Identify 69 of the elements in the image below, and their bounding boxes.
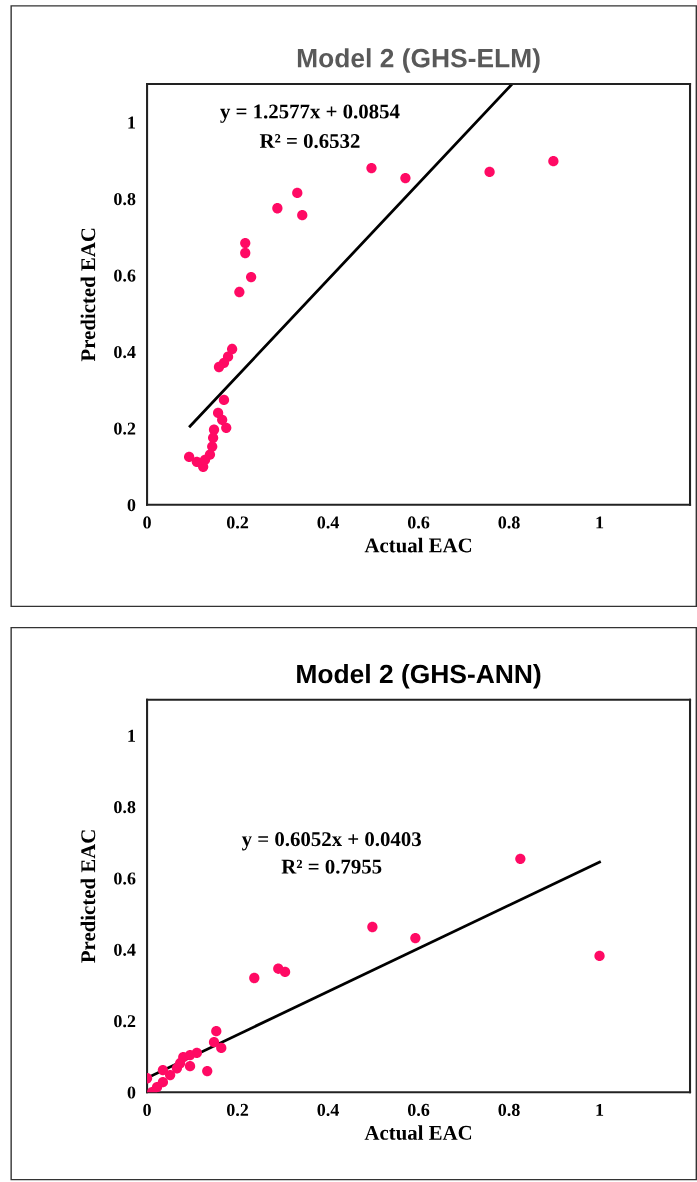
annotation: y = 1.2577x + 0.0854 <box>220 104 400 123</box>
point <box>164 1069 176 1081</box>
x-tick-label: 0.2 <box>226 1103 249 1117</box>
x-tick-label: 0.8 <box>498 516 520 529</box>
point <box>221 422 232 433</box>
y-tick-label: 0.4 <box>114 345 136 359</box>
y-tick-label: 0.2 <box>114 422 136 435</box>
point <box>202 1065 213 1077</box>
point <box>218 394 230 406</box>
chart-title: Model 2 (GHS-ELM) <box>297 48 540 73</box>
x-tick-label: 0.8 <box>498 1103 520 1117</box>
x-tick-label: 0 <box>143 1103 151 1116</box>
point <box>184 1060 196 1072</box>
point <box>207 441 218 452</box>
y-axis-title: Predicted EAC <box>80 228 96 362</box>
point <box>207 432 219 443</box>
point <box>240 247 251 259</box>
y-tick-label: 0.4 <box>114 943 136 956</box>
point <box>410 932 421 944</box>
x-tick-label: 1 <box>596 1103 604 1116</box>
x-tick-label: 0 <box>143 516 151 529</box>
point <box>400 172 411 184</box>
point <box>515 853 526 864</box>
annotation: R² = 0.7955 <box>281 859 382 874</box>
point <box>297 209 308 221</box>
point <box>245 271 257 283</box>
point <box>249 972 260 984</box>
x-axis-title: Actual EAC <box>364 1125 472 1140</box>
x-tick-label: 0.4 <box>317 516 339 529</box>
point <box>199 454 211 466</box>
x-tick-label: 1 <box>596 516 604 529</box>
point <box>208 1037 220 1048</box>
point <box>226 343 238 355</box>
point <box>213 361 225 373</box>
y-tick-label: 0 <box>127 498 136 512</box>
x-tick-label: 0.2 <box>226 516 249 529</box>
point <box>292 187 303 199</box>
point <box>272 203 283 214</box>
x-tick-label: 0.6 <box>407 516 430 529</box>
y-tick-label: 0.2 <box>114 1015 136 1028</box>
point <box>548 156 559 167</box>
point <box>174 1058 186 1069</box>
y-tick-label: 0.6 <box>114 872 136 885</box>
point <box>273 963 284 974</box>
point <box>217 414 228 425</box>
point <box>184 1049 196 1061</box>
y-tick-label: 0.8 <box>114 192 136 206</box>
x-tick-label: 0.6 <box>407 1103 430 1117</box>
x-axis-title: Actual EAC <box>364 537 472 553</box>
point <box>240 237 251 249</box>
annotation: y = 0.6052x + 0.0403 <box>241 832 421 851</box>
annotation: R² = 0.6532 <box>259 133 360 149</box>
chart-title: Model 2 (GHS-ANN) <box>297 663 541 689</box>
point <box>594 950 605 962</box>
x-tick-label: 0.4 <box>317 1103 339 1117</box>
point <box>157 1064 169 1076</box>
point <box>184 451 195 463</box>
point <box>366 162 377 174</box>
y-axis-title: Predicted EAC <box>80 830 96 963</box>
point <box>216 1042 227 1054</box>
y-tick-label: 0.8 <box>114 801 136 814</box>
y-tick-label: 0 <box>127 1086 136 1099</box>
point <box>484 166 495 178</box>
y-tick-label: 1 <box>128 729 136 742</box>
point <box>211 1026 222 1037</box>
point <box>234 286 245 298</box>
point <box>367 921 378 933</box>
y-tick-label: 1 <box>128 116 136 129</box>
y-tick-label: 0.6 <box>114 269 136 282</box>
